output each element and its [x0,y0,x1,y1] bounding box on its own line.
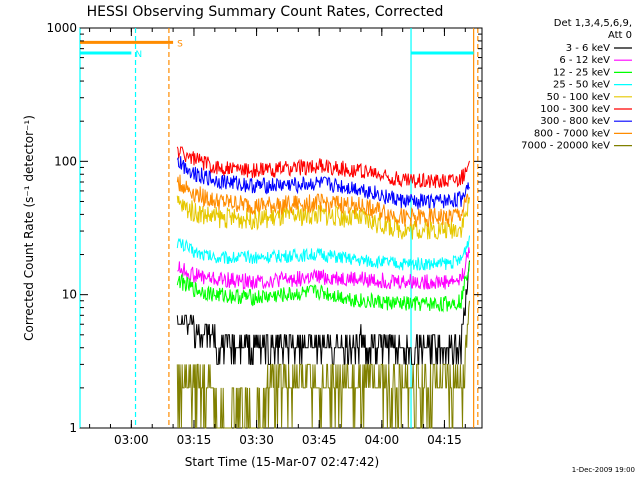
chart-title: HESSI Observing Summary Count Rates, Cor… [87,4,444,20]
series-line [176,156,470,210]
legend-entry-label: 300 - 800 keV [540,116,610,127]
legend-entry-label: 3 - 6 keV [566,43,610,54]
y-tick-label: 10 [62,288,77,302]
x-tick-label: 04:15 [427,433,462,447]
legend-entry-label: 12 - 25 keV [553,67,610,78]
legend-entry-label: 6 - 12 keV [559,55,610,66]
y-tick-label: 1 [69,421,77,435]
flag-label: N [135,50,142,60]
x-tick-label: 04:00 [365,433,400,447]
legend-entry-label: 100 - 300 keV [540,104,610,115]
series-line [176,174,470,228]
series-line [176,260,470,365]
legend-entry-label: 800 - 7000 keV [534,128,610,139]
timestamp: 1-Dec-2009 19:00 [572,466,635,474]
legend-entry-label: 25 - 50 keV [553,80,610,91]
legend-entry-label: 7000 - 20000 keV [521,141,610,152]
series-line [176,146,470,189]
y-axis-label: Corrected Count Rate (s⁻¹ detector⁻¹) [22,115,36,341]
x-tick-label: 03:15 [177,433,212,447]
y-tick-label: 1000 [46,21,77,35]
flag-layer: NS [79,28,479,428]
flag-label: S [177,39,183,49]
series-line [176,195,470,240]
x-axis-label: Start Time (15-Mar-07 02:47:42) [185,455,379,469]
series-line [177,247,470,291]
legend-header: Det 1,3,4,5,6,9, [554,18,632,29]
legend-header: Att 0 [608,30,632,41]
series-line [176,261,470,313]
y-tick-label: 100 [54,154,77,168]
series-line [176,300,470,429]
x-tick-label: 03:00 [114,433,149,447]
legend-entry-label: 50 - 100 keV [547,92,611,103]
x-tick-label: 03:45 [302,433,337,447]
axis-layer: 03:00 03:15 03:30 03:45 04:00 04:15 1 10 100 1000 [46,21,482,447]
series-layer [176,146,470,429]
series-line [176,235,470,271]
x-tick-label: 03:30 [239,433,274,447]
